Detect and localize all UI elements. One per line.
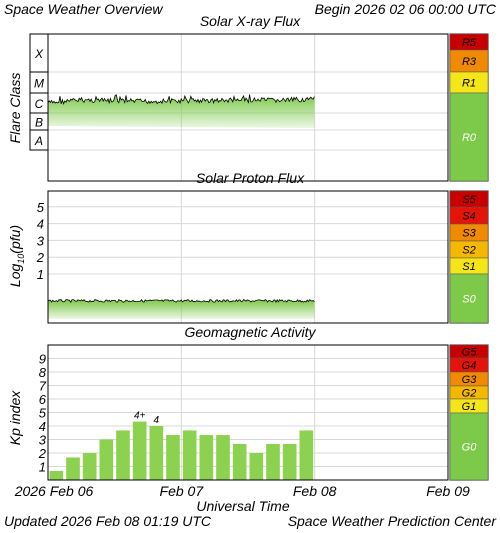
kp-bar: [149, 426, 164, 480]
scale-s0-label: S0: [462, 294, 476, 306]
x-axis-label: Universal Time: [196, 498, 289, 514]
y-tick-label: 2: [36, 250, 45, 265]
plot-frame: [47, 33, 449, 182]
y-tick-label: 4: [39, 419, 46, 434]
kp-bar: [49, 470, 64, 480]
x-tick-label: Feb 07: [160, 483, 205, 499]
begin-time: Begin 2026 02 06 00:00 UTC: [315, 1, 496, 17]
y-tick-label: 5: [39, 406, 47, 421]
scale-g2-label: G2: [462, 388, 477, 400]
kp-bar: [116, 430, 130, 480]
kp-bar: [299, 430, 314, 480]
org-name: Space Weather Prediction Center: [287, 513, 496, 529]
scale-g0-label: G0: [462, 442, 478, 454]
scale-r0-label: R0: [462, 132, 477, 144]
y-tick-label: 5: [37, 200, 45, 215]
kp-bar: [82, 453, 97, 480]
updated-value: 2026 Feb 08 01:19 UTC: [60, 513, 212, 529]
kp-bar: [199, 435, 214, 480]
flare-class-label: B: [35, 116, 43, 130]
updated-label: Updated: [4, 513, 57, 529]
scale-r1-label: R1: [462, 78, 476, 90]
y-tick-label: 4: [37, 217, 44, 232]
scale-g4-label: G4: [462, 360, 477, 372]
y-tick-label: 3: [37, 233, 45, 248]
y-tick-label: 3: [39, 433, 47, 448]
kp-bar-label: 4+: [134, 411, 146, 422]
scale-r0-band: [449, 92, 489, 182]
scale-r3-label: R3: [462, 56, 477, 68]
y-tick-label: 1: [37, 267, 44, 282]
scale-s5-label: S5: [462, 194, 476, 206]
plot-frame: [47, 344, 449, 481]
kp-bar: [132, 421, 147, 480]
scale-g5-label: G5: [462, 347, 478, 359]
kp-bar: [216, 435, 230, 480]
scale-g0-band: [449, 412, 489, 481]
y-axis-label: Kp index: [7, 390, 23, 445]
scale-g3-label: G3: [462, 374, 478, 386]
chart-title: Solar Proton Flux: [196, 170, 305, 186]
proton-flux-line: [47, 298, 315, 303]
scale-s3-label: S3: [462, 228, 476, 240]
scale-s4-label: S4: [462, 211, 475, 223]
xray-flux-line: [47, 94, 315, 105]
plot-frame: [47, 190, 449, 324]
chart-title: Solar X-ray Flux: [200, 13, 301, 29]
y-tick-label: 2: [38, 446, 47, 461]
flare-class-label: A: [34, 134, 43, 148]
begin-value: 2026 02 06 00:00 UTC: [354, 1, 496, 17]
kp-bar: [282, 443, 297, 480]
y-axis-label: Flare Class: [7, 73, 23, 144]
flare-class-label: M: [34, 77, 44, 91]
y-tick-label: 7: [39, 379, 47, 394]
x-tick-label: 2026 Feb 06: [14, 483, 94, 499]
scale-r5-label: R5: [462, 37, 477, 49]
page-title: Space Weather Overview: [4, 1, 163, 17]
proton-flux-area: [48, 299, 315, 319]
y-tick-label: 9: [39, 352, 46, 367]
x-tick-label: Feb 09: [426, 483, 470, 499]
flare-class-label: X: [34, 47, 44, 61]
flare-class-label: C: [35, 97, 44, 111]
y-tick-label: 1: [39, 460, 46, 475]
kp-bar: [249, 453, 264, 480]
y-tick-label: 6: [39, 392, 47, 407]
scale-s0-band: [449, 273, 489, 324]
kp-bar: [99, 439, 114, 480]
kp-bar: [232, 443, 247, 480]
scale-g1-label: G1: [462, 401, 477, 413]
kp-bar: [266, 443, 280, 480]
y-axis-label: Log10(pfu): [7, 225, 26, 287]
kp-bar: [166, 435, 180, 480]
kp-bar: [182, 430, 197, 480]
kp-bar-label: 4: [154, 415, 160, 426]
scale-s1-label: S1: [462, 261, 475, 273]
kp-bar: [66, 457, 80, 480]
begin-label: Begin: [314, 1, 351, 17]
scale-s2-label: S2: [462, 245, 475, 257]
x-tick-label: Feb 08: [293, 483, 337, 499]
updated-time: Updated 2026 Feb 08 01:19 UTC: [4, 513, 211, 529]
y-tick-label: 8: [39, 365, 47, 380]
chart-title: Geomagnetic Activity: [185, 324, 317, 340]
xray-flux-area: [48, 94, 315, 128]
